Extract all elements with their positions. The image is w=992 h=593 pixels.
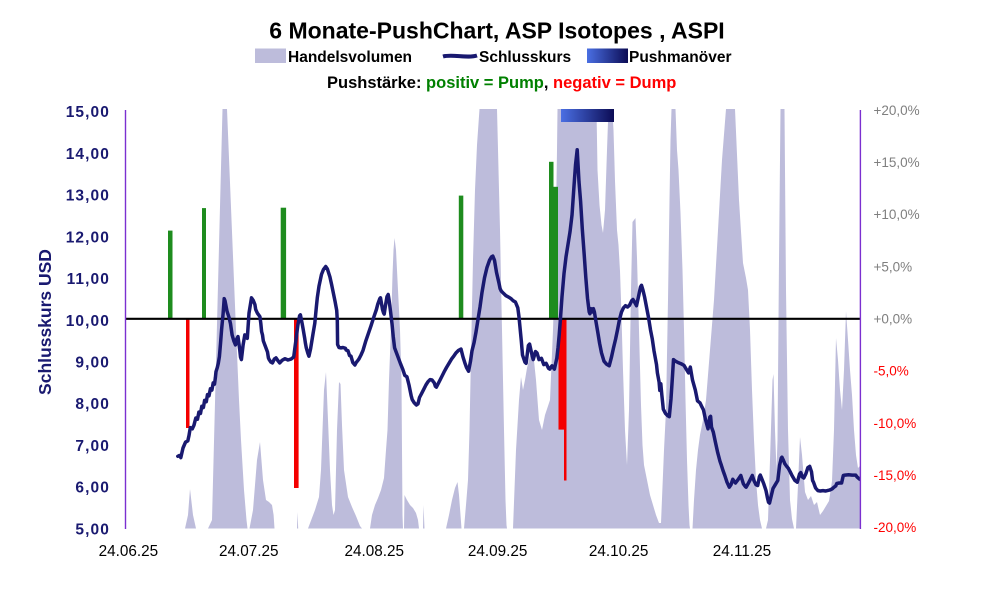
svg-text:24.09.25: 24.09.25 [468, 543, 528, 560]
svg-text:+5,0%: +5,0% [874, 259, 913, 274]
svg-text:15,00: 15,00 [66, 104, 110, 121]
svg-text:13,00: 13,00 [66, 188, 110, 205]
svg-text:6 Monate-PushChart, ASP Isotop: 6 Monate-PushChart, ASP Isotopes , ASPI [269, 18, 724, 44]
svg-text:-20,0%: -20,0% [874, 520, 917, 535]
svg-text:7,00: 7,00 [75, 438, 110, 455]
svg-text:Schlusskurs USD: Schlusskurs USD [35, 249, 55, 395]
svg-text:Schlusskurs: Schlusskurs [479, 49, 571, 66]
svg-text:+20,0%: +20,0% [874, 103, 920, 118]
svg-text:+0,0%: +0,0% [874, 312, 913, 327]
svg-text:-5,0%: -5,0% [874, 364, 909, 379]
svg-text:5,00: 5,00 [75, 521, 110, 538]
svg-text:8,00: 8,00 [75, 396, 110, 413]
svg-text:24.11.25: 24.11.25 [713, 543, 771, 560]
svg-text:10,00: 10,00 [66, 313, 110, 330]
svg-text:9,00: 9,00 [75, 355, 110, 372]
svg-text:11,00: 11,00 [67, 271, 110, 288]
svg-text:14,00: 14,00 [66, 146, 110, 163]
svg-text:-10,0%: -10,0% [874, 416, 917, 431]
svg-text:24.06.25: 24.06.25 [99, 543, 159, 560]
svg-text:Handelsvolumen: Handelsvolumen [288, 49, 412, 66]
svg-text:+15,0%: +15,0% [874, 155, 920, 170]
svg-text:12,00: 12,00 [66, 229, 110, 246]
svg-text:24.10.25: 24.10.25 [589, 543, 649, 560]
svg-text:24.08.25: 24.08.25 [345, 543, 405, 560]
svg-text:Pushstärke: positiv = Pump,: Pushstärke: positiv = Pump, negativ = Du… [327, 74, 676, 92]
svg-text:Pushmanöver: Pushmanöver [629, 49, 732, 66]
svg-text:-15,0%: -15,0% [874, 468, 917, 483]
svg-text:24.07.25: 24.07.25 [219, 543, 279, 560]
svg-text:+10,0%: +10,0% [874, 207, 920, 222]
svg-text:6,00: 6,00 [75, 480, 110, 497]
